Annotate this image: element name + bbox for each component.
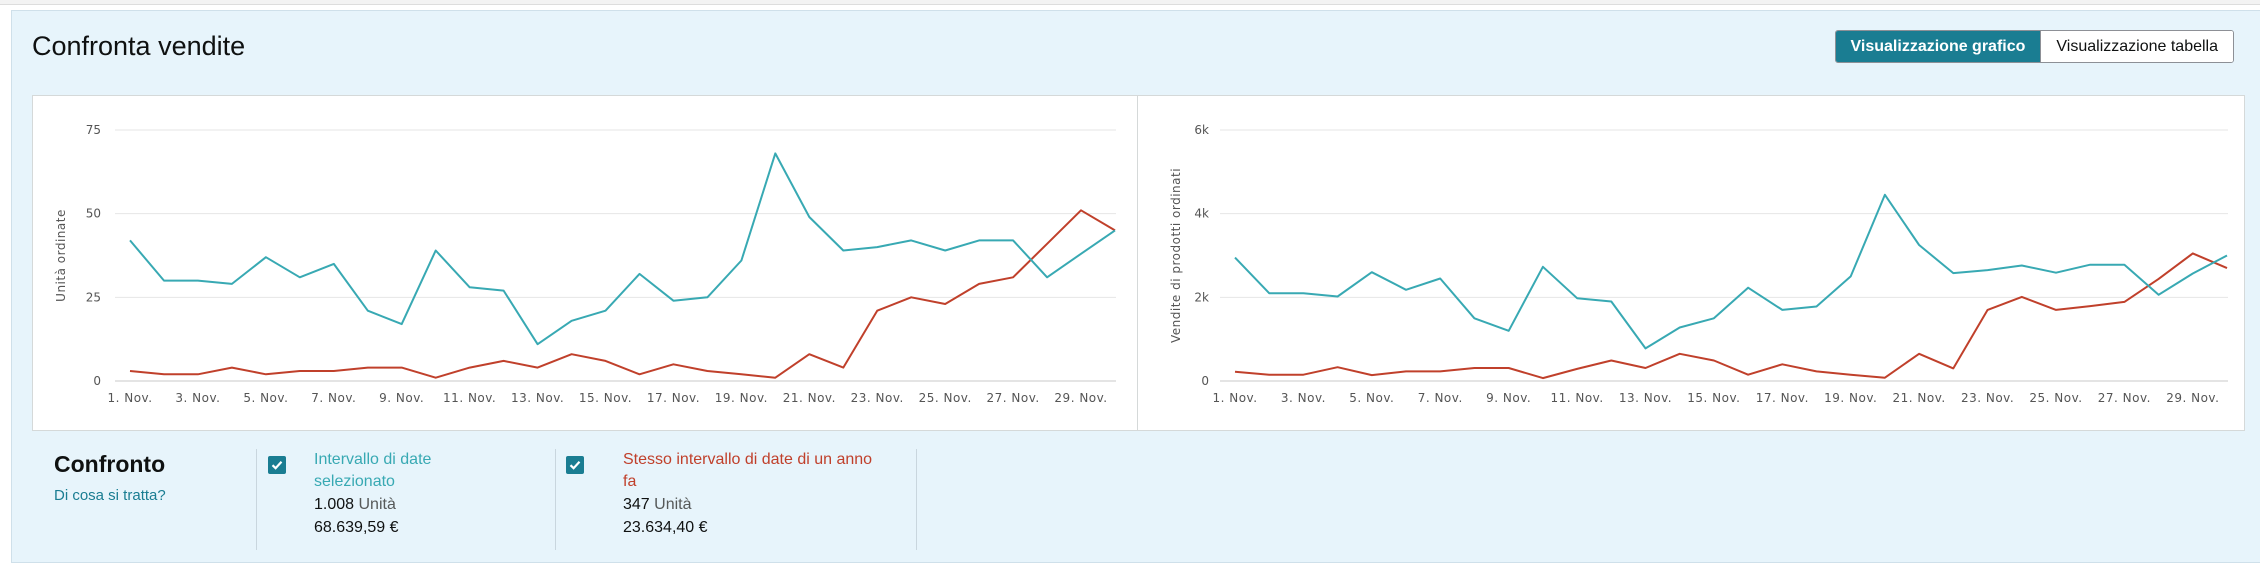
y-tick-label: 2k [1194, 290, 1209, 304]
comparison-separator [555, 449, 556, 550]
x-tick-label: 9. Nov. [379, 391, 424, 405]
y-tick-label: 25 [86, 290, 101, 304]
x-tick-label: 3. Nov. [1281, 391, 1326, 405]
comparison-separator [256, 449, 257, 550]
x-tick-label: 29. Nov. [1054, 391, 1107, 405]
y-tick-label: 6k [1194, 123, 1209, 137]
sales-series-current[interactable] [1234, 193, 2228, 350]
x-tick-label: 23. Nov. [851, 391, 904, 405]
current-range-label: Intervallo di date selezionato [314, 451, 432, 490]
previous-units: 347 Unità [623, 496, 692, 513]
y-axis-label: Vendite di prodotti ordinati [1169, 168, 1183, 343]
x-tick-label: 19. Nov. [715, 391, 768, 405]
chart-view-button[interactable]: Visualizzazione grafico [1835, 31, 2041, 62]
x-tick-label: 25. Nov. [2029, 391, 2082, 405]
x-tick-label: 5. Nov. [243, 391, 288, 405]
x-tick-label: 1. Nov. [107, 391, 152, 405]
y-tick-label: 0 [93, 374, 101, 388]
previous-revenue: 23.634,40 € [623, 519, 708, 536]
page-title: Confronta vendite [32, 31, 246, 61]
ordered-product-sales-chart: 0 2k 4k 6k 1. Nov. 3. Nov. 5. Nov. 7. Nov. 9. No… [1169, 123, 2228, 405]
view-toggle: Visualizzazione grafico Visualizzazione … [1834, 30, 2234, 63]
x-tick-label: 23. Nov. [1961, 391, 2014, 405]
units-series-previous[interactable] [129, 209, 1116, 379]
x-tick-label: 7. Nov. [311, 391, 356, 405]
sales-series-previous[interactable] [1234, 252, 2228, 380]
current-units: 1.008 Unità [314, 496, 396, 513]
x-tick-label: 27. Nov. [2098, 391, 2151, 405]
y-tick-label: 75 [86, 123, 101, 137]
y-axis-label: Unità ordinate [54, 209, 68, 302]
x-tick-label: 17. Nov. [1756, 391, 1809, 405]
y-tick-label: 4k [1194, 207, 1209, 221]
x-tick-label: 11. Nov. [443, 391, 496, 405]
x-tick-label: 11. Nov. [1550, 391, 1603, 405]
charts-container [32, 95, 2245, 431]
x-tick-label: 21. Nov. [783, 391, 836, 405]
check-icon [271, 461, 283, 470]
y-tick-label: 0 [1201, 374, 1209, 388]
comparison-title: Confronto [54, 451, 166, 477]
x-tick-label: 5. Nov. [1349, 391, 1394, 405]
x-tick-label: 15. Nov. [579, 391, 632, 405]
table-view-button[interactable]: Visualizzazione tabella [2040, 31, 2233, 62]
current-range-checkbox[interactable] [268, 456, 286, 474]
what-is-this-link[interactable]: Di cosa si tratta? [54, 487, 166, 504]
top-border [0, 0, 2260, 5]
units-series-current[interactable] [129, 152, 1116, 346]
x-tick-label: 15. Nov. [1687, 391, 1740, 405]
x-tick-label: 3. Nov. [175, 391, 220, 405]
comparison-separator [916, 449, 917, 550]
previous-year-label: Stesso intervallo di date di un anno fa [623, 451, 873, 490]
x-tick-label: 1. Nov. [1212, 391, 1257, 405]
x-tick-label: 29. Nov. [2166, 391, 2219, 405]
x-tick-label: 13. Nov. [1619, 391, 1672, 405]
x-tick-label: 25. Nov. [919, 391, 972, 405]
x-tick-label: 17. Nov. [647, 391, 700, 405]
chart-divider [1137, 95, 1138, 431]
x-tick-label: 19. Nov. [1824, 391, 1877, 405]
check-icon [569, 461, 581, 470]
x-tick-label: 13. Nov. [511, 391, 564, 405]
x-tick-label: 27. Nov. [987, 391, 1040, 405]
x-tick-label: 9. Nov. [1486, 391, 1531, 405]
units-ordered-chart: 0 25 50 75 1. Nov. 3. Nov. 5. Nov. 7. Nov. 9. No… [54, 123, 1116, 405]
y-tick-label: 50 [86, 207, 101, 221]
x-tick-label: 21. Nov. [1893, 391, 1946, 405]
current-revenue: 68.639,59 € [314, 519, 399, 536]
previous-year-checkbox[interactable] [566, 456, 584, 474]
x-tick-label: 7. Nov. [1418, 391, 1463, 405]
